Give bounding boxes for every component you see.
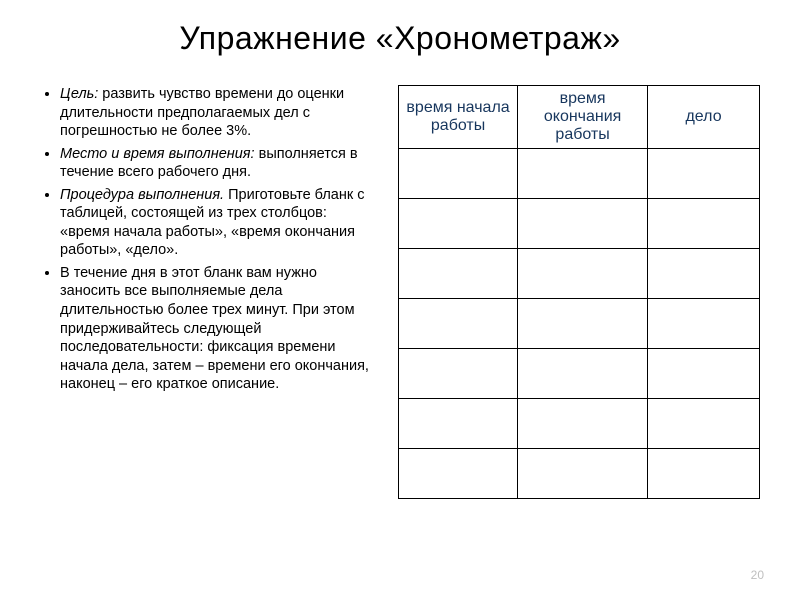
table-cell: [399, 299, 518, 349]
table-column: время начала работывремя окончания работ…: [398, 85, 760, 499]
page-number: 20: [751, 568, 764, 582]
table-cell: [518, 299, 648, 349]
table-header-row: время начала работывремя окончания работ…: [399, 86, 760, 149]
table-cell: [399, 399, 518, 449]
bullet-item: В течение дня в этот бланк вам нужно зан…: [60, 264, 380, 394]
bullet-text: развить чувство времени до оценки длител…: [60, 86, 344, 139]
slide: Упражнение «Хронометраж» Цель: развить ч…: [0, 0, 800, 600]
table-row: [399, 349, 760, 399]
table-cell: [399, 199, 518, 249]
table-cell: [648, 249, 760, 299]
table-row: [399, 399, 760, 449]
table-header-cell: время окончания работы: [518, 86, 648, 149]
table-cell: [399, 449, 518, 499]
bullets-list: Цель: развить чувство времени до оценки …: [40, 85, 380, 394]
timekeeping-table: время начала работывремя окончания работ…: [398, 85, 760, 499]
bullet-lead: Место и время выполнения:: [60, 146, 255, 162]
bullet-lead: Процедура выполнения.: [60, 187, 224, 203]
table-header-cell: дело: [648, 86, 760, 149]
table-row: [399, 149, 760, 199]
bullet-text: В течение дня в этот бланк вам нужно зан…: [60, 265, 369, 392]
table-cell: [648, 449, 760, 499]
table-row: [399, 299, 760, 349]
table-cell: [399, 349, 518, 399]
table-cell: [518, 449, 648, 499]
table-cell: [648, 149, 760, 199]
table-cell: [648, 199, 760, 249]
table-row: [399, 199, 760, 249]
table-cell: [518, 199, 648, 249]
table-cell: [648, 349, 760, 399]
table-row: [399, 449, 760, 499]
table-cell: [518, 399, 648, 449]
content-row: Цель: развить чувство времени до оценки …: [40, 85, 760, 499]
bullet-lead: Цель:: [60, 86, 98, 102]
table-row: [399, 249, 760, 299]
table-header-cell: время начала работы: [399, 86, 518, 149]
table-cell: [518, 249, 648, 299]
bullets-column: Цель: развить чувство времени до оценки …: [40, 85, 380, 499]
bullet-item: Цель: развить чувство времени до оценки …: [60, 85, 380, 141]
table-cell: [648, 399, 760, 449]
bullet-item: Процедура выполнения. Приготовьте бланк …: [60, 186, 380, 260]
slide-title: Упражнение «Хронометраж»: [40, 20, 760, 57]
table-cell: [518, 149, 648, 199]
table-cell: [399, 249, 518, 299]
table-cell: [648, 299, 760, 349]
table-cell: [518, 349, 648, 399]
table-cell: [399, 149, 518, 199]
bullet-item: Место и время выполнения: выполняется в …: [60, 145, 380, 182]
